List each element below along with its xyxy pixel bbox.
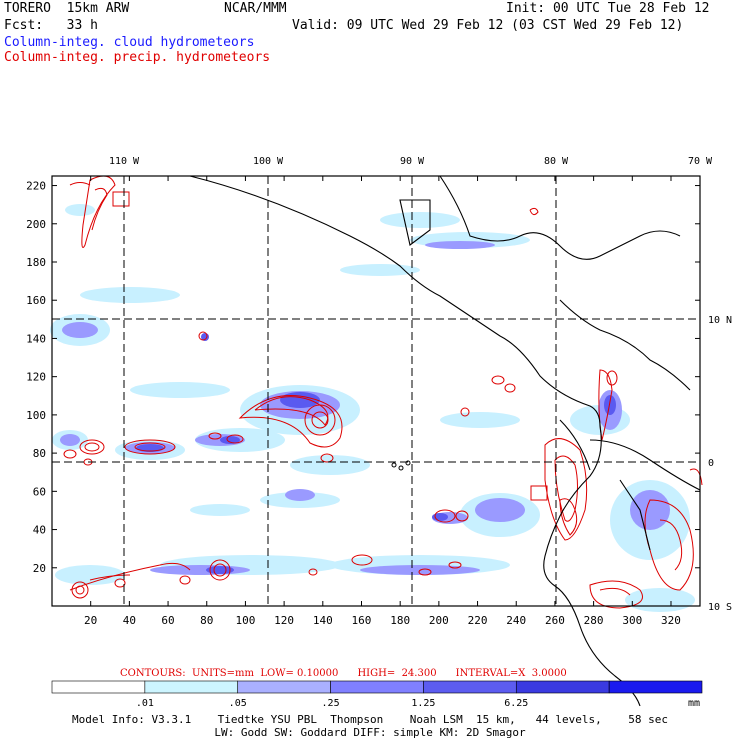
x-tick-label: 320 xyxy=(661,614,681,627)
colorbar-swatch xyxy=(423,680,517,694)
y-tick-label: 60 xyxy=(33,485,46,498)
y-tick-label: 200 xyxy=(26,218,46,231)
precip-contours xyxy=(63,175,703,609)
lon-label: 110 W xyxy=(109,156,140,167)
cloud-shading xyxy=(50,204,695,612)
lat-lon-grid xyxy=(52,176,700,606)
colorbar: .01 .05 .25 1.25 6.25 mm xyxy=(51,680,703,709)
y-tick-label: 220 xyxy=(26,180,46,193)
x-tick-label: 220 xyxy=(468,614,488,627)
model-title: TORERO 15km ARW xyxy=(4,1,130,16)
colorbar-swatch xyxy=(515,680,610,694)
y-tick-label: 20 xyxy=(33,562,46,575)
lon-label: 90 W xyxy=(400,156,425,167)
colorbar-level: 1.25 xyxy=(411,698,435,709)
model-info-line2: LW: Godd SW: Goddard DIFF: simple KM: 2D… xyxy=(214,726,526,739)
lon-label: 80 W xyxy=(544,156,569,167)
latitude-labels: 10 N 0 10 S xyxy=(708,315,732,613)
colorbar-level: .01 xyxy=(136,698,154,709)
colorbar-level: 6.25 xyxy=(504,698,528,709)
x-tick-label: 180 xyxy=(390,614,410,627)
y-tick-label: 180 xyxy=(26,256,46,269)
lon-label: 70 W xyxy=(688,156,713,167)
x-tick-label: 160 xyxy=(352,614,372,627)
init-time: Init: 00 UTC Tue 28 Feb 12 xyxy=(506,1,710,16)
longitude-labels: 110 W 100 W 90 W 80 W 70 W xyxy=(109,156,713,167)
x-tick-label: 260 xyxy=(545,614,565,627)
y-tick-label: 120 xyxy=(26,371,46,384)
galapagos-islands xyxy=(391,460,411,471)
model-info-line1: Model Info: V3.3.1 Tiedtke YSU PBL Thomp… xyxy=(71,713,669,726)
colorbar-unit: mm xyxy=(688,698,700,709)
x-tick-label: 20 xyxy=(84,614,97,627)
x-tick-label: 300 xyxy=(622,614,642,627)
x-tick-label: 40 xyxy=(123,614,136,627)
x-tick-label: 60 xyxy=(161,614,174,627)
x-tick-label: 280 xyxy=(584,614,604,627)
map-frame xyxy=(51,175,701,607)
field-cloud-title: Column-integ. cloud hydrometeors xyxy=(4,35,255,50)
x-tick-label: 80 xyxy=(200,614,213,627)
org-label: NCAR/MMM xyxy=(224,1,287,16)
x-tick-label: 200 xyxy=(429,614,449,627)
x-tick-label: 100 xyxy=(235,614,255,627)
y-tick-label: 100 xyxy=(26,409,46,422)
y-tick-label: 160 xyxy=(26,294,46,307)
colorbar-swatch xyxy=(237,680,331,694)
colorbar-level: .25 xyxy=(322,698,340,709)
x-tick-label: 240 xyxy=(506,614,526,627)
lat-label: 10 N xyxy=(708,315,732,326)
y-tick-label: 140 xyxy=(26,332,46,345)
colorbar-level: .05 xyxy=(229,698,247,709)
colorbar-swatch xyxy=(51,680,146,694)
valid-time: Valid: 09 UTC Wed 29 Feb 12 (03 CST Wed … xyxy=(292,18,684,33)
contour-info: CONTOURS: UNITS=mm LOW= 0.10000 HIGH= 24… xyxy=(120,668,567,679)
y-axis-ticks: 20 40 60 80 100 120 140 160 180 200 220 xyxy=(26,180,700,575)
lat-label: 10 S xyxy=(708,602,732,613)
colorbar-swatch xyxy=(144,680,239,694)
y-tick-label: 80 xyxy=(33,447,46,460)
x-tick-label: 120 xyxy=(274,614,294,627)
colorbar-swatch xyxy=(608,680,703,694)
x-tick-label: 140 xyxy=(313,614,333,627)
x-axis-ticks: 20 40 60 80 100 120 140 160 180 200 220 240 260 280 30… xyxy=(84,176,681,627)
field-precip-title: Column-integ. precip. hydrometeors xyxy=(4,50,271,65)
colorbar-swatch xyxy=(330,680,424,694)
lat-label: 0 xyxy=(708,458,714,469)
lon-label: 100 W xyxy=(253,156,284,167)
forecast-hour: Fcst: 33 h xyxy=(4,18,98,33)
y-tick-label: 40 xyxy=(33,524,46,537)
coastlines xyxy=(189,175,701,707)
